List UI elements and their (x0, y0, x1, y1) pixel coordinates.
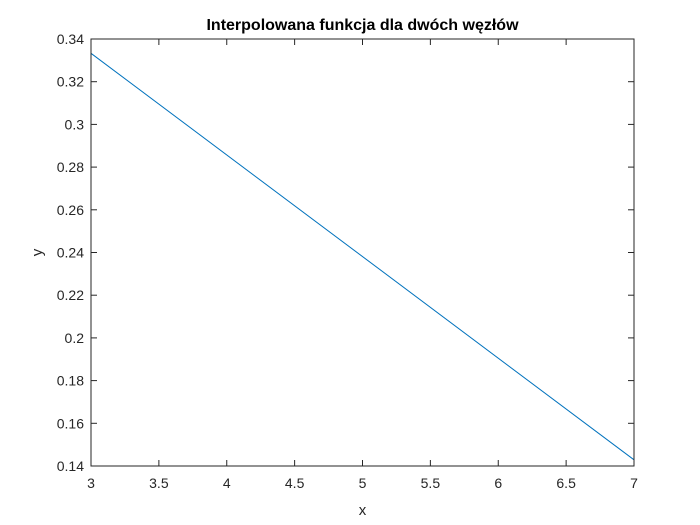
x-tick-label: 7 (630, 475, 638, 491)
y-tick-label: 0.18 (57, 373, 84, 389)
x-tick-label: 5.5 (421, 475, 441, 491)
series-layer (90, 52, 635, 461)
y-tick-label: 0.24 (57, 245, 84, 261)
y-tick-label: 0.2 (65, 330, 85, 346)
x-tick-label: 4.5 (285, 475, 305, 491)
y-tick-label: 0.3 (65, 116, 85, 132)
x-tick-label: 3.5 (149, 475, 169, 491)
y-tick-label: 0.28 (57, 159, 84, 175)
y-tick-label: 0.26 (57, 202, 84, 218)
chart-title: Interpolowana funkcja dla dwóch węzłów (206, 17, 519, 34)
y-tick-label: 0.32 (57, 74, 84, 90)
x-tick-label: 4 (223, 475, 231, 491)
ticks-layer: 3 3.5 4 4.5 5 5.5 6 6.5 7 0.14 0.16 0.18 0.2 0.22 0.24… (57, 31, 638, 491)
series-line (90, 52, 635, 461)
y-tick-label: 0.14 (57, 458, 84, 474)
x-tick-label: 6.5 (556, 475, 576, 491)
y-tick-label: 0.34 (57, 31, 84, 47)
plot-area (91, 39, 634, 466)
axes-box (90, 38, 635, 467)
y-axis-label: y (29, 248, 46, 256)
x-tick-label: 5 (359, 475, 367, 491)
y-tick-label: 0.22 (57, 287, 84, 303)
x-axis-label: x (359, 502, 367, 519)
x-tick-label: 6 (494, 475, 502, 491)
y-tick-label: 0.16 (57, 415, 84, 431)
x-tick-label: 3 (87, 475, 95, 491)
